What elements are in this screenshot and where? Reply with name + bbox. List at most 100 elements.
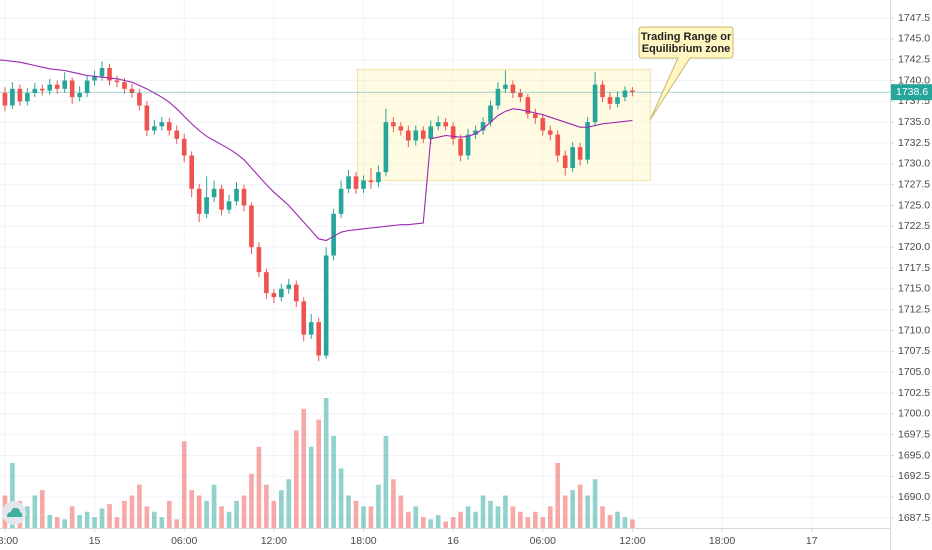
volume-bar (62, 519, 68, 528)
volume-bar (532, 511, 538, 528)
candle-body (398, 126, 404, 131)
candle-body (338, 188, 344, 214)
y-tick-label: 1702.5 (898, 387, 930, 399)
candle-body (413, 130, 419, 141)
volume-bar (308, 446, 314, 528)
x-tick-label: 12:00 (619, 535, 645, 547)
volume-bar (174, 519, 180, 528)
volume-bar (316, 419, 321, 528)
candle-body (107, 68, 112, 81)
axis-layer: 1687.5 1690.0 1692.5 1695.0 1697.5 1700.0 1702… (0, 12, 932, 547)
volume-bar (510, 506, 516, 528)
volume-bar (420, 517, 426, 528)
annotation-line: Equilibrium zone (642, 43, 731, 55)
y-tick-label: 1745.0 (898, 33, 930, 45)
y-tick-label: 1717.5 (898, 262, 930, 274)
candle-body (166, 122, 172, 131)
candle-body (316, 322, 321, 356)
candle-body (630, 90, 635, 93)
candle-body (226, 201, 232, 210)
candle-body (570, 147, 575, 168)
volume-bar (570, 490, 575, 528)
candle-body (525, 97, 531, 114)
y-tick-label: 1730.0 (898, 158, 930, 170)
volume-bar (383, 435, 389, 528)
candle-body (428, 126, 434, 139)
volume-bar (152, 511, 157, 528)
candle-body (510, 84, 516, 93)
candle-body (420, 130, 426, 139)
y-tick-label: 1695.0 (898, 449, 930, 461)
vwap-line (0, 59, 633, 242)
volume-bar (585, 495, 590, 528)
candle-body (39, 88, 45, 91)
volume-bar (480, 495, 486, 528)
candle-body (308, 322, 314, 335)
candle-body (77, 93, 82, 98)
volume-bar (562, 495, 568, 528)
volume-bar (211, 484, 217, 528)
candle-body (585, 122, 590, 160)
overlay-layer (0, 59, 890, 242)
candle-body (47, 84, 53, 91)
y-tick-label: 1747.5 (898, 12, 930, 24)
callout-box (638, 26, 734, 121)
volume-bar (592, 479, 598, 528)
volume-bar (413, 506, 419, 528)
volume-bar (279, 490, 284, 528)
volume-bar (122, 500, 127, 528)
callout: Trading Range or Equilibrium zone (638, 26, 734, 121)
volume-bar (600, 506, 605, 528)
volume-bar (144, 506, 150, 528)
volume-bar (361, 506, 366, 528)
volume-bar (353, 500, 359, 528)
candle-layer (2, 61, 635, 362)
y-tick-label: 1705.0 (898, 366, 930, 378)
candle-body (503, 84, 508, 89)
volume-bar (301, 408, 307, 528)
y-tick-label: 1697.5 (898, 428, 930, 440)
candle-body (264, 272, 269, 293)
candle-body (562, 155, 568, 168)
candle-body (458, 138, 463, 156)
volume-bar (615, 511, 620, 528)
candle-body (443, 122, 448, 127)
logo (2, 501, 26, 525)
candle-body (323, 255, 329, 356)
volume-bar (286, 479, 292, 528)
volume-bar (540, 517, 546, 528)
candle-body (204, 197, 209, 214)
candle-body (2, 93, 8, 106)
candle-body (435, 122, 441, 127)
volume-bar (622, 517, 628, 528)
candle-body (92, 76, 97, 81)
volume-bar (137, 484, 142, 528)
candle-body (465, 134, 471, 156)
candle-body (607, 97, 613, 104)
volume-bar (577, 484, 583, 528)
y-tick-label: 1692.5 (898, 470, 930, 482)
volume-bar (525, 517, 531, 528)
x-tick-label: 15 (89, 535, 101, 547)
volume-bar (10, 463, 15, 528)
y-tick-label: 1707.5 (898, 345, 930, 357)
candle-body (532, 113, 538, 118)
candle-body (152, 126, 157, 131)
y-tick-label: 1732.5 (898, 137, 930, 149)
volume-bar (271, 500, 277, 528)
candle-body (368, 180, 374, 183)
candle-body (234, 188, 239, 202)
volume-bar (69, 506, 75, 528)
candle-body (615, 97, 620, 104)
candle-body (99, 68, 105, 77)
candle-body (25, 93, 30, 102)
volume-bar (458, 511, 463, 528)
candle-body (129, 88, 135, 93)
volume-bar (443, 521, 448, 528)
grid (0, 0, 890, 528)
candle-body (391, 122, 396, 127)
x-tick-label: 16 (447, 535, 459, 547)
volume-bar (25, 506, 30, 528)
